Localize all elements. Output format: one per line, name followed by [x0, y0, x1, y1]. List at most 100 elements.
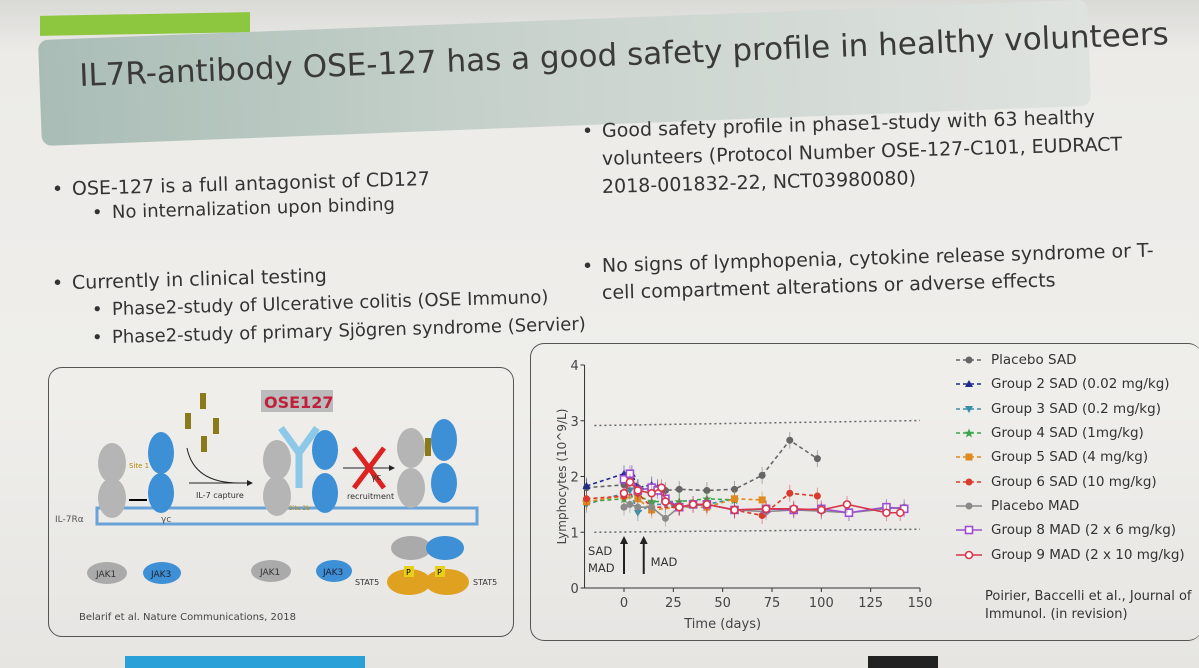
legend-marker: [956, 502, 982, 510]
x-tick-label: 50: [714, 596, 731, 611]
source-line: Immunol. (in revision): [985, 607, 1128, 622]
data-point: [625, 487, 634, 495]
data-point: [661, 514, 669, 522]
bullet: Currently in clinical testing: [72, 265, 327, 294]
mad-annotation: MAD: [588, 561, 615, 575]
il7ra-label: IL-7Rα: [55, 515, 84, 525]
series-8: [619, 473, 905, 522]
cell-membrane: [95, 506, 479, 526]
series-0: [583, 431, 821, 499]
legend-label: Group 2 SAD (0.02 mg/kg): [991, 376, 1170, 393]
legend-item: Placebo MAD: [955, 494, 1185, 518]
antibody-complex: Site 2b JAK1 JAK3: [251, 425, 352, 582]
series-line: [586, 495, 763, 511]
mechanism-diagram-panel: Site 1 IL-7Rα γc JAK1 JAK3 IL-7 capture …: [48, 367, 514, 637]
legend-label: Group 3 SAD (0.2 mg/kg): [991, 400, 1161, 417]
stat5-label: STAT5: [355, 578, 379, 587]
mechanism-diagram: Site 1 IL-7Rα γc JAK1 JAK3 IL-7 capture …: [55, 390, 497, 623]
data-point: [657, 483, 666, 492]
jak3-label: JAK3: [322, 568, 343, 578]
recruitment-label: recruitment: [347, 492, 394, 501]
source-line: Poirier, Baccelli et al., Journal of: [985, 589, 1192, 604]
gc-label: γc: [161, 515, 171, 525]
legend-symbol: [965, 405, 973, 413]
data-point: [761, 504, 771, 514]
x-tick-label: 25: [665, 596, 682, 611]
data-point: [813, 455, 821, 463]
data-point: [844, 508, 854, 518]
data-point: [619, 488, 629, 498]
data-point: [813, 492, 821, 500]
x-tick-label: 0: [620, 596, 628, 611]
legend-item: Placebo SAD: [955, 348, 1185, 372]
legend-label: Placebo SAD: [991, 352, 1077, 369]
legend-item: Group 6 SAD (10 mg/kg): [955, 469, 1185, 493]
il7-molecules: [185, 393, 219, 452]
data-point: [730, 505, 739, 515]
legend-marker: [956, 356, 982, 364]
ose127-label: OSE127: [264, 393, 333, 412]
legend-symbol: [965, 453, 973, 461]
active-receptor: P P STAT5 STAT5: [355, 419, 497, 595]
legend-item: Group 3 SAD (0.2 mg/kg): [955, 397, 1185, 421]
data-point: [647, 488, 656, 498]
legend-label: Group 9 MAD (2 x 10 mg/kg): [991, 546, 1185, 563]
sub-bullet: No internalization upon binding: [112, 194, 396, 224]
legend-symbol: [965, 380, 973, 388]
legend-marker: [956, 550, 982, 559]
gc-recruitment-label: γc: [371, 473, 381, 483]
legend-item: Group 9 MAD (2 x 10 mg/kg): [955, 542, 1185, 566]
data-point: [895, 508, 905, 518]
data-point: [786, 436, 794, 444]
legend-marker: [956, 453, 982, 461]
legend-marker: [956, 405, 982, 413]
legend-label: Group 6 SAD (10 mg/kg): [991, 473, 1157, 490]
il7-capture-label: IL-7 capture: [196, 491, 244, 500]
data-point: [661, 497, 670, 506]
data-point: [648, 503, 656, 511]
data-point: [817, 505, 826, 515]
bullet: No signs of lymphopenia, cytokine releas…: [602, 240, 1154, 277]
series-line: [623, 480, 901, 514]
x-tick-label: 75: [764, 596, 781, 611]
data-point: [625, 477, 635, 487]
bullet-line: 2018-001832-22, NCT03980080): [601, 167, 917, 198]
data-point: [842, 500, 852, 509]
jak3-label: JAK3: [150, 570, 171, 580]
data-point: [882, 508, 891, 518]
y-tick-label: 0: [571, 582, 579, 597]
stat5-label: STAT5: [473, 578, 497, 587]
jak1-label: JAK1: [95, 570, 116, 580]
legend-symbol: [964, 550, 974, 559]
legend-marker: [956, 428, 982, 438]
data-point: [786, 489, 794, 497]
mad2-annotation: MAD: [651, 555, 678, 569]
data-point: [583, 495, 591, 503]
data-point: [620, 503, 628, 511]
y-tick-label: 3: [571, 415, 579, 430]
legend-item: Group 4 SAD (1mg/kg): [955, 421, 1185, 445]
data-point: [731, 485, 739, 493]
dosing-arrowhead: [639, 536, 648, 544]
data-point: [626, 500, 634, 508]
legend-symbol: [965, 356, 973, 364]
data-point: [688, 500, 698, 509]
receptor-left: Site 1 IL-7Rα γc JAK1 JAK3: [55, 432, 181, 584]
y-tick-label: 2: [571, 471, 579, 486]
y-axis-label: Lymphocytes (10^9/L): [555, 409, 569, 545]
chart-legend: Placebo SAD Group 2 SAD (0.02 mg/kg) Group…: [955, 348, 1185, 567]
data-point: [582, 481, 591, 489]
reference-line: [594, 528, 921, 533]
legend-marker: [956, 380, 982, 388]
data-point: [702, 500, 712, 509]
source-citation: Poirier, Baccelli et al., Journal of Immu…: [985, 588, 1191, 624]
legend-item: Group 5 SAD (4 mg/kg): [955, 445, 1185, 469]
data-point: [758, 496, 766, 504]
legend-marker: [956, 525, 982, 535]
legend-symbol: [965, 502, 973, 510]
y-tick-label: 4: [571, 359, 579, 374]
x-tick-label: 100: [809, 596, 834, 611]
data-point: [731, 495, 739, 503]
legend-symbol: [964, 428, 974, 438]
legend-marker: [956, 478, 982, 486]
